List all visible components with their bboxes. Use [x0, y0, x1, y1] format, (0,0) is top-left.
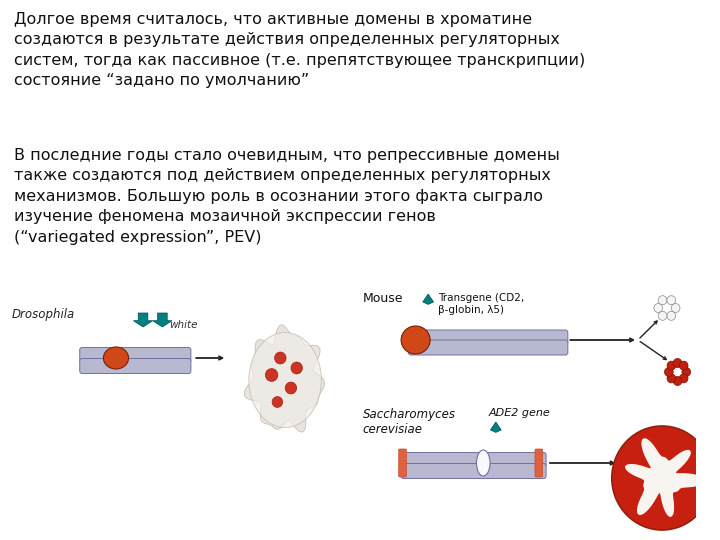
Text: ADE2 gene: ADE2 gene: [488, 408, 550, 418]
Circle shape: [671, 303, 680, 313]
Circle shape: [654, 303, 662, 313]
Text: Mouse: Mouse: [362, 292, 403, 305]
Circle shape: [658, 296, 667, 305]
FancyBboxPatch shape: [401, 463, 546, 478]
Circle shape: [667, 296, 675, 305]
Circle shape: [612, 426, 712, 530]
Circle shape: [673, 376, 682, 386]
Circle shape: [680, 374, 688, 383]
Ellipse shape: [272, 396, 283, 408]
Circle shape: [667, 311, 675, 320]
Ellipse shape: [249, 333, 321, 428]
FancyBboxPatch shape: [401, 453, 546, 468]
Ellipse shape: [265, 368, 278, 381]
Polygon shape: [490, 422, 501, 433]
Text: Drosophila: Drosophila: [12, 308, 75, 321]
Text: Долгое время считалось, что активные домены в хроматине
создаются в результате д: Долгое время считалось, что активные дом…: [14, 12, 585, 88]
Circle shape: [680, 361, 688, 370]
Ellipse shape: [104, 347, 129, 369]
Polygon shape: [244, 325, 325, 432]
Ellipse shape: [285, 382, 297, 394]
FancyBboxPatch shape: [399, 449, 406, 477]
Polygon shape: [625, 438, 705, 517]
FancyBboxPatch shape: [80, 348, 191, 362]
FancyBboxPatch shape: [80, 359, 191, 374]
Polygon shape: [423, 294, 433, 305]
Polygon shape: [153, 313, 172, 327]
Circle shape: [658, 311, 667, 320]
Circle shape: [665, 368, 673, 376]
Text: Transgene (CD2,
β-globin, λ5): Transgene (CD2, β-globin, λ5): [438, 293, 524, 315]
Ellipse shape: [477, 450, 490, 476]
FancyBboxPatch shape: [408, 330, 568, 345]
Text: В последние годы стало очевидным, что репрессивные домены
также создаются под де: В последние годы стало очевидным, что ре…: [14, 148, 559, 245]
Ellipse shape: [274, 352, 286, 364]
Circle shape: [667, 361, 676, 370]
Ellipse shape: [401, 326, 430, 354]
Circle shape: [673, 359, 682, 368]
Text: white: white: [169, 320, 198, 330]
Text: Saccharomyces
cerevisiae: Saccharomyces cerevisiae: [362, 408, 456, 436]
Polygon shape: [133, 313, 153, 327]
Circle shape: [667, 374, 676, 383]
Ellipse shape: [291, 362, 302, 374]
FancyBboxPatch shape: [535, 449, 543, 477]
FancyBboxPatch shape: [408, 340, 568, 355]
Circle shape: [682, 368, 690, 376]
